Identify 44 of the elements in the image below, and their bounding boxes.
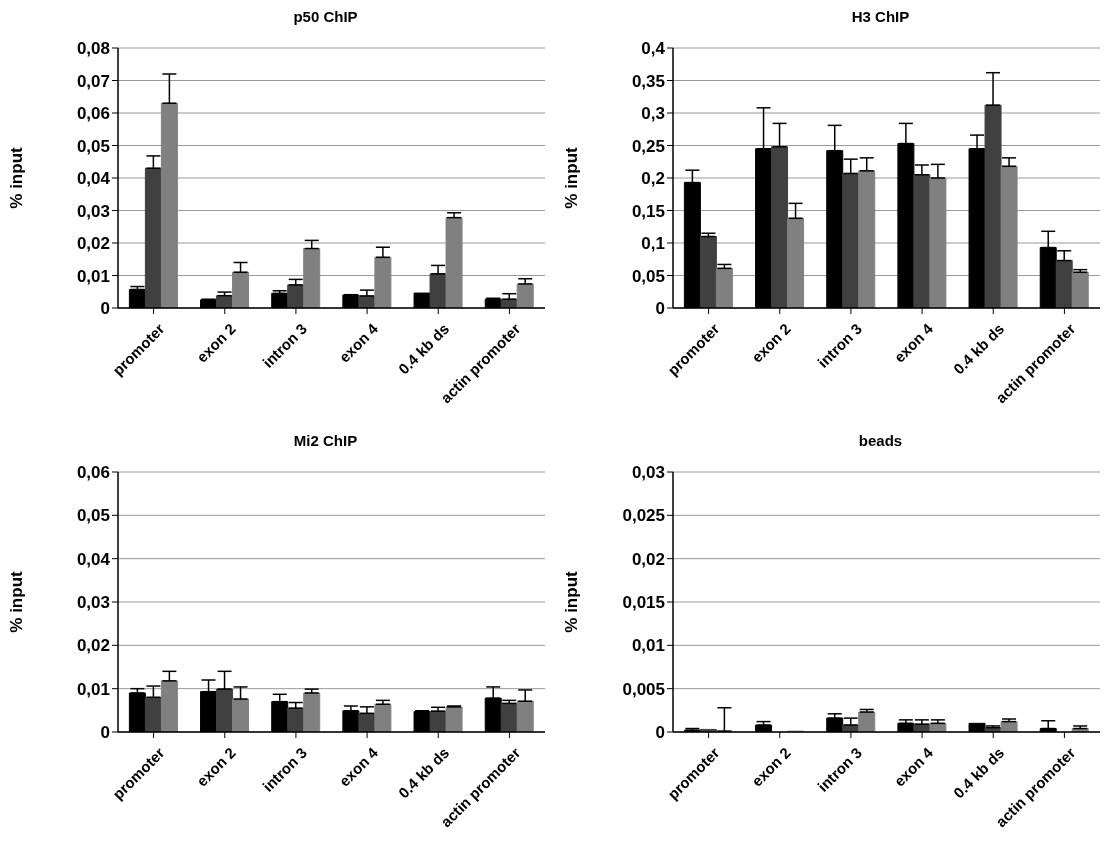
chart-title: Mi2 ChIP <box>292 432 359 451</box>
y-axis-title: % input <box>562 570 582 633</box>
y-axis-title: % input <box>7 146 27 209</box>
y-tick-label: 0 <box>655 723 665 743</box>
y-tick-label: 0,04 <box>76 549 111 569</box>
chart-title: p50 ChIP <box>292 8 359 27</box>
y-tick-label: 0 <box>100 299 110 319</box>
y-tick-label: 0,08 <box>76 39 110 59</box>
y-axis-title: % input <box>562 146 582 209</box>
y-tick-label: 0,03 <box>631 463 665 483</box>
y-tick-label: 0,4 <box>641 39 666 59</box>
y-tick-label: 0,025 <box>622 506 665 526</box>
y-tick-label: 0,03 <box>76 201 110 221</box>
x-tick-label: 0.4 kb ds <box>394 744 453 802</box>
y-tick-label: 0,2 <box>641 169 665 189</box>
y-tick-label: 0,005 <box>622 679 665 699</box>
y-tick-label: 0,05 <box>631 266 665 286</box>
y-tick-label: 0,06 <box>76 104 110 124</box>
y-tick-label: 0,06 <box>76 463 110 483</box>
chart-title: H3 ChIP <box>850 8 911 27</box>
x-tick-label: 0.4 kb ds <box>949 744 1008 802</box>
y-tick-label: 0,02 <box>76 636 110 656</box>
y-tick-label: 0,02 <box>631 549 665 569</box>
y-tick-label: 0,15 <box>631 201 665 221</box>
y-tick-label: 0 <box>100 723 110 743</box>
y-tick-label: 0,05 <box>76 506 110 526</box>
y-tick-label: 0,03 <box>76 593 110 613</box>
chart-title: beads <box>857 432 904 451</box>
y-tick-label: 0,01 <box>76 679 110 699</box>
y-tick-label: 0,04 <box>76 169 111 189</box>
y-tick-label: 0,01 <box>631 636 665 656</box>
y-tick-label: 0,35 <box>631 71 665 91</box>
y-tick-label: 0,01 <box>76 266 110 286</box>
y-tick-label: 0,015 <box>622 593 665 613</box>
x-tick-label: 0.4 kb ds <box>949 320 1008 378</box>
x-tick-label: 0.4 kb ds <box>394 320 453 378</box>
y-tick-label: 0,25 <box>631 136 665 156</box>
y-tick-label: 0,05 <box>76 136 110 156</box>
y-tick-label: 0 <box>655 299 665 319</box>
y-tick-label: 0,3 <box>641 104 665 124</box>
y-axis-title: % input <box>7 570 27 633</box>
y-tick-label: 0,07 <box>76 71 110 91</box>
y-tick-label: 0,02 <box>76 234 110 254</box>
y-tick-label: 0,1 <box>641 234 665 254</box>
